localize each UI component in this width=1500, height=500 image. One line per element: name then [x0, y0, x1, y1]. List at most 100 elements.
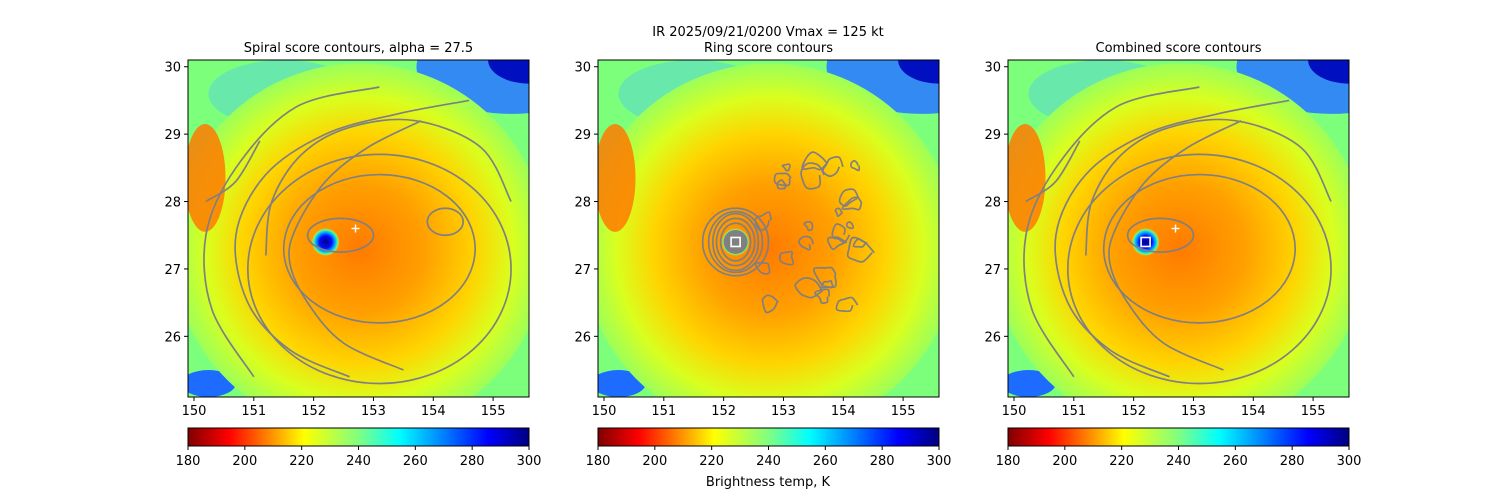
y-tick-label: 27 [574, 263, 591, 278]
contour-line [773, 172, 792, 187]
contour-loop [1126, 217, 1195, 253]
contour-line [1084, 118, 1332, 256]
contour-line [800, 162, 825, 190]
x-tick-label: 155 [481, 404, 506, 419]
contour-line [288, 119, 422, 371]
y-tick-label: 26 [984, 330, 1001, 345]
contour-line [801, 151, 829, 171]
colorbar-tick-label: 240 [346, 454, 371, 469]
colorbar-label: Brightness temp, K [706, 475, 831, 490]
contours [203, 86, 512, 385]
contours [1023, 86, 1332, 385]
x-tick-label: 155 [891, 404, 916, 419]
x-tick-label: 153 [361, 404, 386, 419]
y-tick-label: 27 [164, 263, 181, 278]
contour-line [781, 163, 791, 172]
colorbar-tick-label: 280 [1280, 454, 1305, 469]
axes-frame [187, 59, 530, 398]
contour-loop [426, 207, 465, 237]
square-marker [730, 236, 741, 248]
contour-line [205, 140, 261, 203]
square-marker [1140, 236, 1151, 248]
x-tick-label: 150 [592, 404, 617, 419]
x-tick-label: 155 [1301, 404, 1326, 419]
contour-line [798, 235, 815, 251]
colorbar-tick-label: 280 [460, 454, 485, 469]
ir-image [1008, 60, 1349, 397]
colorbar-tick-label: 180 [996, 454, 1021, 469]
colorbar-tick-label: 180 [176, 454, 201, 469]
contour-line [803, 220, 814, 232]
contour-line [835, 296, 859, 313]
contour-loop [1102, 173, 1297, 324]
colorbar-tick-label: 280 [870, 454, 895, 469]
contour-line [812, 266, 838, 289]
x-tick-label: 151 [241, 404, 266, 419]
colorbar-tick-label: 240 [756, 454, 781, 469]
panel-3: Combined score contours 150 151 152 153 154 15… [984, 41, 1362, 469]
contour-line [814, 288, 830, 304]
colorbar [187, 427, 530, 447]
panel-title: Ring score contours [704, 41, 833, 56]
colorbar-tick-label: 220 [289, 454, 314, 469]
contour-line [838, 188, 860, 207]
x-tick-label: 154 [1241, 404, 1266, 419]
x-tick-label: 152 [301, 404, 326, 419]
contour-line [841, 196, 863, 211]
contour-ring [719, 222, 752, 262]
y-tick-label: 27 [984, 263, 1001, 278]
colorbar-tick-label: 200 [642, 454, 667, 469]
colorbar-tick-label: 220 [1109, 454, 1134, 469]
contour-line [822, 156, 844, 177]
y-tick-label: 29 [164, 128, 181, 143]
y-tick-label: 26 [164, 330, 181, 345]
contour-line [794, 277, 823, 299]
contour-line [234, 99, 470, 378]
colorbar-tick-label: 300 [1337, 454, 1362, 469]
ir-image [598, 60, 939, 397]
contour-loop [246, 153, 512, 385]
y-tick-label: 28 [164, 196, 181, 211]
colorbar-tick-label: 300 [517, 454, 542, 469]
x-tick-label: 153 [771, 404, 796, 419]
contour-ring [707, 210, 764, 274]
panel-2: Ring score contours 150 151 152 153 154 155 26 2… [574, 41, 952, 469]
x-tick-label: 152 [711, 404, 736, 419]
x-tick-label: 154 [831, 404, 856, 419]
contour-ring [712, 212, 760, 272]
y-tick-label: 30 [574, 61, 591, 76]
y-tick-label: 28 [574, 196, 591, 211]
contour-line [850, 159, 861, 172]
contour-line [754, 261, 771, 275]
x-tick-label: 153 [1181, 404, 1206, 419]
x-tick-label: 152 [1121, 404, 1146, 419]
contour-ring [701, 207, 770, 277]
colorbar-tick-label: 260 [813, 454, 838, 469]
contour-line [845, 221, 854, 230]
colorbar [1007, 427, 1350, 447]
plus-marker [351, 224, 360, 233]
plus-marker [1171, 224, 1180, 233]
panel-title: Combined score contours [1096, 41, 1262, 56]
colorbar-tick-label: 300 [927, 454, 952, 469]
figure-suptitle: IR 2025/09/21/0200 Vmax = 125 kt [652, 25, 883, 40]
colorbar [597, 427, 940, 447]
colorbar-tick-label: 200 [232, 454, 257, 469]
axes-frame [597, 59, 940, 398]
contour-ring [715, 217, 756, 267]
colorbar-tick-label: 180 [586, 454, 611, 469]
axes-frame [1007, 59, 1350, 398]
colorbar-tick-label: 240 [1166, 454, 1191, 469]
contour-line [1108, 119, 1242, 371]
contour-line [1025, 140, 1081, 203]
y-tick-label: 30 [164, 61, 181, 76]
contour-line [834, 207, 844, 218]
x-tick-label: 150 [1002, 404, 1027, 419]
contour-line [264, 118, 512, 256]
contour-line [779, 250, 795, 266]
colorbar-tick-label: 260 [1223, 454, 1248, 469]
y-tick-label: 30 [984, 61, 1001, 76]
y-tick-label: 28 [984, 196, 1001, 211]
contour-loop [282, 173, 477, 324]
